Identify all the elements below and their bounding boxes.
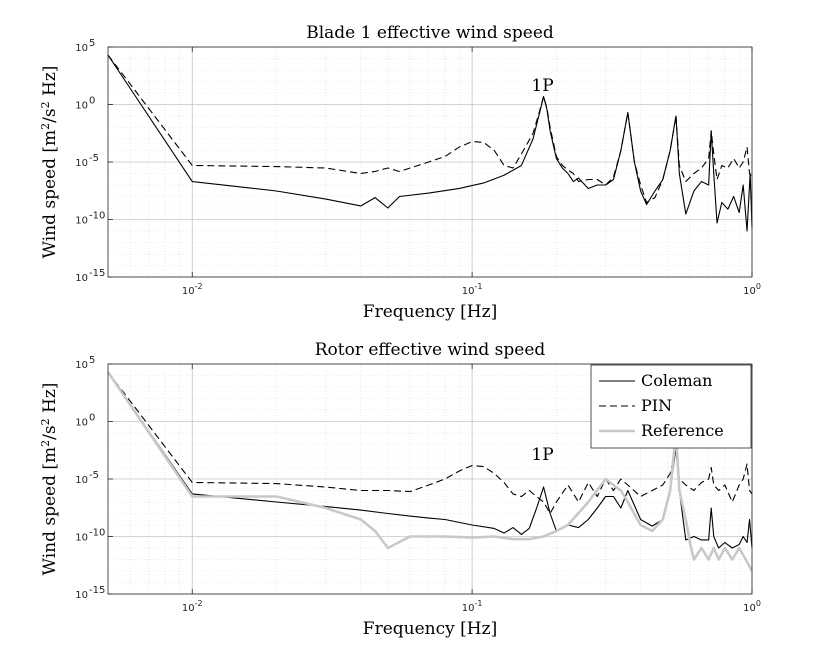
- legend-box: [590, 364, 752, 449]
- y-tick-label: 10: [75, 590, 88, 601]
- series-line-dashed-2: [107, 54, 753, 204]
- y-tick-label-exponent: -5: [89, 153, 99, 164]
- series-line-pin: [107, 371, 753, 515]
- y-tick-label-exponent: 5: [89, 355, 95, 366]
- peak-annotation-1p: 1P: [531, 445, 553, 465]
- y-tick-label-exponent: -10: [89, 211, 105, 222]
- y-tick-label-exponent: 0: [89, 413, 95, 424]
- x-tick-label: 100: [743, 599, 761, 614]
- y-tick-label: 10: [75, 360, 88, 371]
- y-tick-label-exponent: -15: [89, 585, 105, 596]
- chart-title: Blade 1 effective wind speed: [306, 23, 554, 43]
- series-group: [106, 371, 754, 572]
- peak-annotation-1p: 1P: [531, 76, 553, 96]
- y-tick-label-exponent: -10: [89, 528, 105, 539]
- series-line-reference: [106, 371, 754, 572]
- y-axis-label: Wind speed [m2/s2 Hz]: [39, 383, 60, 576]
- y-tick-label-exponent: -5: [89, 470, 99, 481]
- y-tick-label: 10: [75, 273, 88, 284]
- y-tick-label: 10: [75, 158, 88, 169]
- series-group: [107, 54, 753, 232]
- x-tick-label: 10-2: [182, 282, 203, 297]
- chart-title: Rotor effective wind speed: [315, 340, 546, 360]
- y-tick-label: 10: [75, 533, 88, 544]
- legend-label-pin: PIN: [641, 396, 672, 415]
- x-axis-label: Frequency [Hz]: [363, 619, 497, 639]
- x-tick-label: 10-2: [182, 599, 203, 614]
- y-tick-label: 10: [75, 418, 88, 429]
- series-line-solid-1: [107, 54, 753, 232]
- y-tick-label: 10: [75, 43, 88, 54]
- x-tick-label: 100: [743, 282, 761, 297]
- legend-label-coleman: Coleman: [641, 371, 712, 390]
- y-tick-label: 10: [75, 475, 88, 486]
- y-tick-label-exponent: 0: [89, 96, 95, 107]
- series-line-coleman: [107, 371, 753, 549]
- x-axis-label: Frequency [Hz]: [363, 302, 497, 322]
- x-tick-label: 10-1: [462, 599, 483, 614]
- x-tick-label: 10-1: [462, 282, 483, 297]
- legend: Coleman PIN Reference: [590, 364, 752, 449]
- y-tick-label: 10: [75, 101, 88, 112]
- y-axis-label: Wind speed [m2/s2 Hz]: [39, 66, 60, 259]
- y-tick-label-exponent: -15: [89, 268, 105, 279]
- y-tick-label-exponent: 5: [89, 38, 95, 49]
- y-tick-label: 10: [75, 216, 88, 227]
- legend-label-reference: Reference: [641, 421, 724, 440]
